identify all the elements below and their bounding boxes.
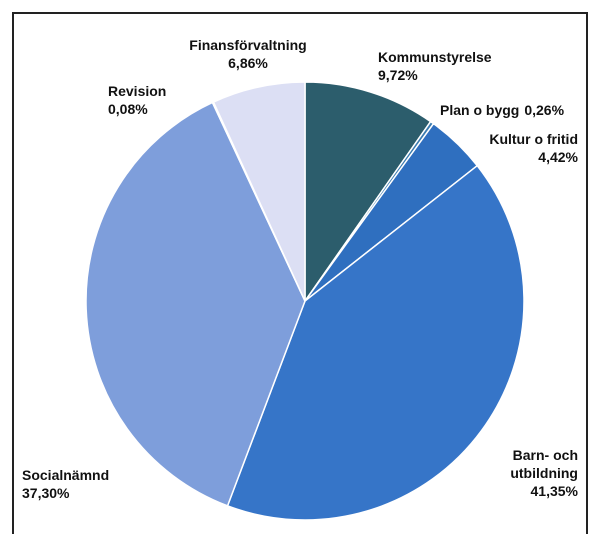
slice-name: Kultur o fritid xyxy=(489,131,578,147)
pie-slice xyxy=(212,81,306,302)
slice-label: Socialnämnd 37,30% xyxy=(22,466,109,502)
slice-name: Finansförvaltning xyxy=(189,37,307,53)
slice-value-label: 9,72% xyxy=(378,67,418,83)
slice-value-label: 0,26% xyxy=(524,102,565,118)
slice-value-label: 6,86% xyxy=(228,55,268,71)
pie-slice xyxy=(226,164,525,521)
frame xyxy=(12,12,588,534)
slice-value-label: 0,08% xyxy=(108,101,148,117)
slice-name: Barn- och utbildning xyxy=(510,447,578,481)
pie-slice xyxy=(304,81,432,302)
slice-value-label: 4,42% xyxy=(538,149,578,165)
pie-slice xyxy=(85,101,306,507)
slice-name: Socialnämnd xyxy=(22,467,110,483)
slice-value-label: 41,35% xyxy=(530,483,578,499)
slice-name: Kommunstyrelse xyxy=(378,49,492,65)
slice-label: Plan o bygg 0,26% xyxy=(440,101,564,119)
slice-label: Kommunstyrelse 9,72% xyxy=(378,48,492,84)
slice-name: Plan o bygg xyxy=(440,102,520,118)
slice-value-label: 37,30% xyxy=(22,485,70,501)
slice-label: Finansförvaltning 6,86% xyxy=(183,36,313,72)
slice-label: Revision 0,08% xyxy=(108,82,166,118)
slice-label: Kultur o fritid 4,42% xyxy=(489,130,578,166)
slice-label: Barn- och utbildning 41,35% xyxy=(488,446,578,500)
slice-name: Revision xyxy=(108,83,167,99)
